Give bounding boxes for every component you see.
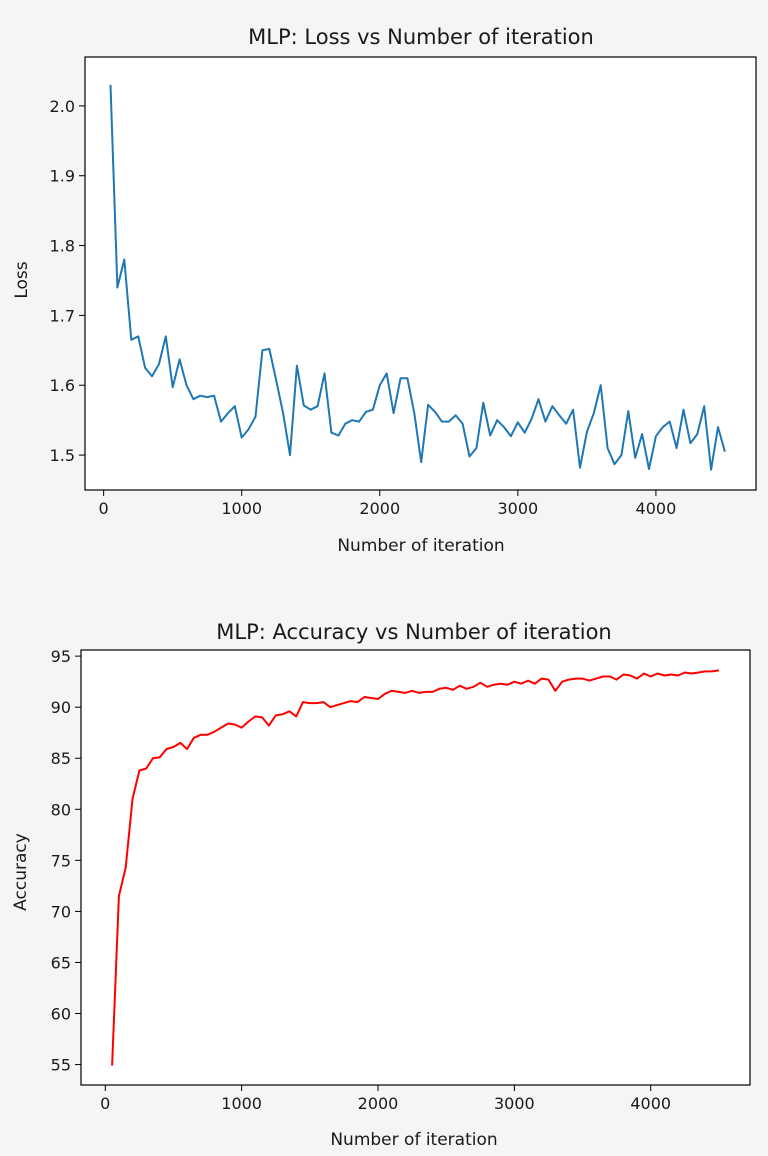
accuracy-x-ticks: 0 1000 2000 3000 4000 bbox=[100, 1085, 671, 1113]
accuracy-y-tick-label: 75 bbox=[51, 851, 71, 870]
loss-x-tick-label: 1000 bbox=[221, 499, 262, 518]
accuracy-y-tick-label: 95 bbox=[51, 647, 71, 666]
accuracy-y-tick-label: 80 bbox=[51, 800, 71, 819]
loss-y-ticks: 1.5 1.6 1.7 1.8 1.9 2.0 bbox=[50, 97, 85, 465]
loss-y-tick-label: 1.7 bbox=[50, 306, 75, 325]
accuracy-y-ticks: 55 60 65 70 75 80 85 90 95 bbox=[51, 647, 81, 1075]
loss-x-ticks: 0 1000 2000 3000 4000 bbox=[99, 490, 677, 518]
loss-x-tick-label: 2000 bbox=[359, 499, 400, 518]
loss-series-line bbox=[109, 84, 726, 471]
loss-y-axis-label: Loss bbox=[12, 261, 32, 298]
loss-x-tick-label: 3000 bbox=[497, 499, 538, 518]
accuracy-y-tick-label: 90 bbox=[51, 698, 71, 717]
accuracy-x-tick-label: 1000 bbox=[221, 1094, 262, 1113]
accuracy-chart-title: MLP: Accuracy vs Number of iteration bbox=[216, 620, 612, 644]
accuracy-y-axis-label: Accuracy bbox=[11, 833, 31, 911]
loss-x-tick-label: 4000 bbox=[636, 499, 677, 518]
accuracy-x-tick-label: 4000 bbox=[630, 1094, 671, 1113]
accuracy-y-tick-label: 70 bbox=[51, 902, 71, 921]
accuracy-y-tick-label: 60 bbox=[51, 1005, 71, 1024]
accuracy-plot-area bbox=[80, 649, 751, 1086]
loss-x-tick-label: 0 bbox=[99, 499, 109, 518]
loss-y-tick-label: 1.8 bbox=[50, 237, 75, 256]
loss-plot-area bbox=[84, 56, 757, 491]
accuracy-x-tick-label: 2000 bbox=[358, 1094, 399, 1113]
loss-y-tick-label: 1.9 bbox=[50, 167, 75, 186]
loss-chart: MLP: Loss vs Number of iteration 0 1000 20… bbox=[12, 25, 757, 556]
accuracy-y-tick-label: 65 bbox=[51, 953, 71, 972]
accuracy-chart: MLP: Accuracy vs Number of iteration 0 10… bbox=[11, 620, 751, 1150]
loss-y-tick-label: 2.0 bbox=[50, 97, 75, 116]
loss-x-axis-label: Number of iteration bbox=[337, 536, 504, 556]
accuracy-y-tick-label: 55 bbox=[51, 1056, 71, 1075]
accuracy-x-tick-label: 0 bbox=[100, 1094, 110, 1113]
loss-chart-title: MLP: Loss vs Number of iteration bbox=[248, 25, 594, 49]
accuracy-y-tick-label: 85 bbox=[51, 749, 71, 768]
accuracy-x-tick-label: 3000 bbox=[494, 1094, 535, 1113]
accuracy-series-line bbox=[111, 669, 720, 1066]
loss-y-tick-label: 1.6 bbox=[50, 376, 75, 395]
accuracy-x-axis-label: Number of iteration bbox=[330, 1130, 497, 1150]
loss-y-tick-label: 1.5 bbox=[50, 446, 75, 465]
